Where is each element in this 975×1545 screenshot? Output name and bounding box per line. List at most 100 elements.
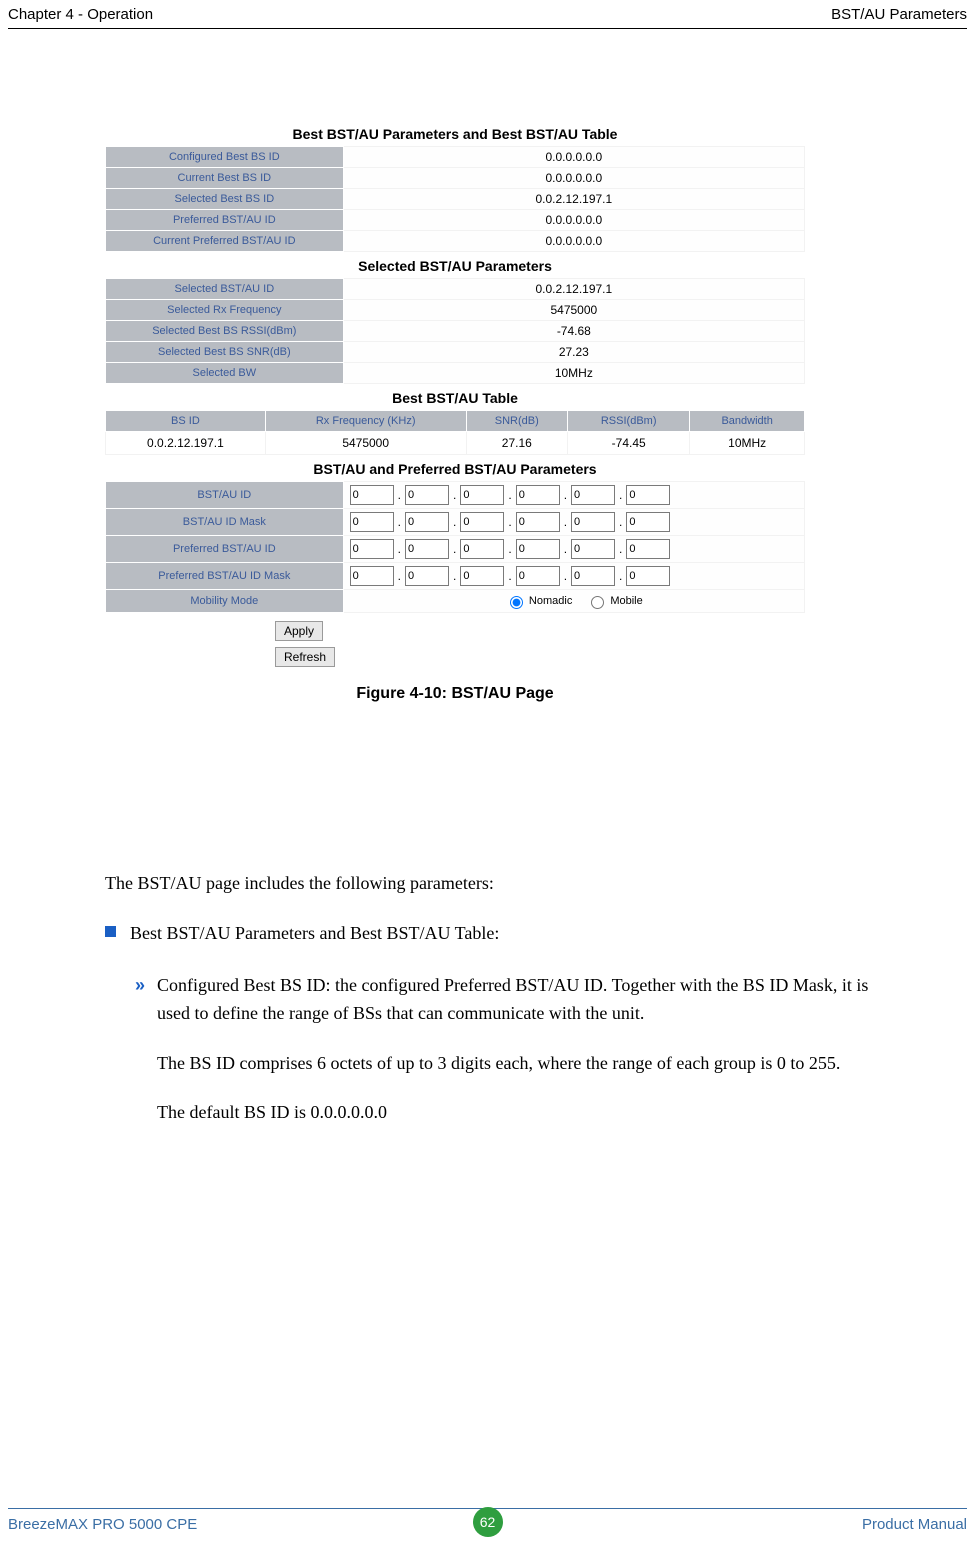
section1-table: Configured Best BS ID0.0.0.0.0.0Current …: [105, 146, 805, 252]
octet-cell: .....: [343, 482, 804, 509]
octet-input[interactable]: [460, 566, 504, 586]
row-value: 5475000: [343, 300, 804, 321]
row-value: 0.0.0.0.0.0: [343, 231, 804, 252]
bullet-1-text: Best BST/AU Parameters and Best BST/AU T…: [130, 920, 499, 948]
sub-bullet-1: » Configured Best BS ID: the configured …: [135, 972, 895, 1150]
row-label: Current Preferred BST/AU ID: [106, 231, 344, 252]
row-label: Mobility Mode: [106, 590, 344, 613]
octet-input[interactable]: [460, 539, 504, 559]
octet-input[interactable]: [350, 566, 394, 586]
section1-title: Best BST/AU Parameters and Best BST/AU T…: [105, 126, 805, 142]
row-label: Selected Best BS RSSI(dBm): [106, 321, 344, 342]
row-value: 0.0.2.12.197.1: [343, 189, 804, 210]
table-row: Preferred BST/AU ID Mask.....: [106, 563, 805, 590]
dot-separator: .: [451, 488, 458, 502]
table-cell: 0.0.2.12.197.1: [106, 432, 266, 455]
row-value: 27.23: [343, 342, 804, 363]
table-cell: 10MHz: [690, 432, 805, 455]
row-label: Preferred BST/AU ID Mask: [106, 563, 344, 590]
octet-input[interactable]: [516, 485, 560, 505]
row-label: Selected BST/AU ID: [106, 279, 344, 300]
dot-separator: .: [396, 542, 403, 556]
octet-input[interactable]: [571, 485, 615, 505]
row-label: Preferred BST/AU ID: [106, 536, 344, 563]
row-value: 0.0.0.0.0.0: [343, 147, 804, 168]
table-cell: 5475000: [265, 432, 466, 455]
table-row: Preferred BST/AU ID.....: [106, 536, 805, 563]
dot-separator: .: [562, 542, 569, 556]
table-row: BST/AU ID.....: [106, 482, 805, 509]
row-label: Current Best BS ID: [106, 168, 344, 189]
dot-separator: .: [506, 542, 513, 556]
octet-input[interactable]: [405, 566, 449, 586]
section3-title: Best BST/AU Table: [105, 390, 805, 406]
figure-screenshot: Best BST/AU Parameters and Best BST/AU T…: [105, 120, 805, 703]
row-label: Selected BW: [106, 363, 344, 384]
dot-separator: .: [396, 488, 403, 502]
apply-button[interactable]: Apply: [275, 621, 323, 641]
footer-product: BreezeMAX PRO 5000 CPE: [8, 1516, 197, 1533]
octet-input[interactable]: [350, 512, 394, 532]
column-header: SNR(dB): [466, 411, 568, 432]
octet-input[interactable]: [571, 566, 615, 586]
row-label: BST/AU ID Mask: [106, 509, 344, 536]
octet-input[interactable]: [460, 512, 504, 532]
header-section: BST/AU Parameters: [831, 6, 967, 23]
body-text: The BST/AU page includes the following p…: [105, 870, 895, 1171]
column-header: Rx Frequency (KHz): [265, 411, 466, 432]
octet-input[interactable]: [460, 485, 504, 505]
table-row: Selected Best BS SNR(dB)27.23: [106, 342, 805, 363]
octet-input[interactable]: [405, 512, 449, 532]
mobility-radio[interactable]: [591, 596, 604, 609]
refresh-button[interactable]: Refresh: [275, 647, 335, 667]
mobility-option-label: Mobile: [610, 595, 642, 607]
dot-separator: .: [506, 488, 513, 502]
section3-table: BS IDRx Frequency (KHz)SNR(dB)RSSI(dBm)B…: [105, 410, 805, 455]
octet-cell: .....: [343, 563, 804, 590]
dot-separator: .: [562, 488, 569, 502]
table-row: 0.0.2.12.197.1547500027.16-74.4510MHz: [106, 432, 805, 455]
dot-separator: .: [617, 515, 624, 529]
table-cell: 27.16: [466, 432, 568, 455]
row-label: Selected Best BS ID: [106, 189, 344, 210]
mobility-option[interactable]: Mobile: [586, 593, 642, 609]
column-header: RSSI(dBm): [568, 411, 690, 432]
octet-input[interactable]: [516, 539, 560, 559]
octet-input[interactable]: [626, 539, 670, 559]
row-value: 0.0.0.0.0.0: [343, 210, 804, 231]
table-row: Selected BST/AU ID0.0.2.12.197.1: [106, 279, 805, 300]
octet-cell: .....: [343, 536, 804, 563]
table-row: Selected Rx Frequency5475000: [106, 300, 805, 321]
dot-separator: .: [506, 569, 513, 583]
octet-input[interactable]: [350, 539, 394, 559]
octet-input[interactable]: [516, 512, 560, 532]
row-label: Selected Best BS SNR(dB): [106, 342, 344, 363]
octet-input[interactable]: [571, 539, 615, 559]
mobility-option-label: Nomadic: [529, 595, 572, 607]
section2-table: Selected BST/AU ID0.0.2.12.197.1Selected…: [105, 278, 805, 384]
dot-separator: .: [617, 542, 624, 556]
octet-input[interactable]: [626, 566, 670, 586]
table-row: Mobility Mode Nomadic Mobile: [106, 590, 805, 613]
table-row: Current Best BS ID0.0.0.0.0.0: [106, 168, 805, 189]
octet-input[interactable]: [626, 485, 670, 505]
octet-input[interactable]: [626, 512, 670, 532]
octet-input[interactable]: [350, 485, 394, 505]
section4-table: BST/AU ID.....BST/AU ID Mask.....Preferr…: [105, 481, 805, 613]
octet-input[interactable]: [516, 566, 560, 586]
column-header: Bandwidth: [690, 411, 805, 432]
mobility-radio[interactable]: [510, 596, 523, 609]
octet-input[interactable]: [405, 485, 449, 505]
mobility-option[interactable]: Nomadic: [505, 593, 572, 609]
row-value: 0.0.2.12.197.1: [343, 279, 804, 300]
table-row: Selected BW10MHz: [106, 363, 805, 384]
mobility-cell: Nomadic Mobile: [343, 590, 804, 613]
table-row: Preferred BST/AU ID0.0.0.0.0.0: [106, 210, 805, 231]
octet-input[interactable]: [405, 539, 449, 559]
dot-separator: .: [617, 488, 624, 502]
page-number-badge: 62: [473, 1507, 503, 1537]
octet-cell: .....: [343, 509, 804, 536]
octet-input[interactable]: [571, 512, 615, 532]
sub1-c: The default BS ID is 0.0.0.0.0.0: [157, 1099, 895, 1127]
dot-separator: .: [396, 515, 403, 529]
